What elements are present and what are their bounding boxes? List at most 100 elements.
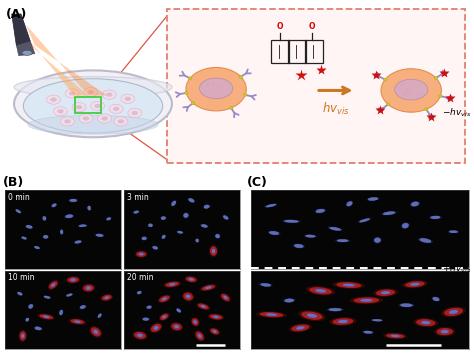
Text: O: O xyxy=(309,22,315,31)
Ellipse shape xyxy=(347,202,352,206)
Ellipse shape xyxy=(49,281,57,289)
Ellipse shape xyxy=(444,308,463,316)
Ellipse shape xyxy=(185,294,191,299)
Ellipse shape xyxy=(137,291,141,294)
Ellipse shape xyxy=(416,319,436,326)
Ellipse shape xyxy=(158,295,171,303)
Ellipse shape xyxy=(142,317,150,321)
Ellipse shape xyxy=(256,311,287,318)
Ellipse shape xyxy=(67,277,79,283)
Ellipse shape xyxy=(60,310,63,315)
Ellipse shape xyxy=(213,316,219,318)
Ellipse shape xyxy=(133,210,140,214)
Text: $+hv_{vis}$: $+hv_{vis}$ xyxy=(442,262,472,275)
Ellipse shape xyxy=(223,295,228,300)
Ellipse shape xyxy=(362,330,374,334)
Ellipse shape xyxy=(449,310,458,314)
Ellipse shape xyxy=(341,283,356,287)
Ellipse shape xyxy=(64,119,71,124)
Ellipse shape xyxy=(70,199,77,202)
Ellipse shape xyxy=(421,321,430,324)
Ellipse shape xyxy=(364,331,373,334)
Ellipse shape xyxy=(79,225,86,227)
Ellipse shape xyxy=(213,83,215,84)
Ellipse shape xyxy=(161,297,168,301)
Ellipse shape xyxy=(21,236,27,240)
Ellipse shape xyxy=(410,201,420,207)
Ellipse shape xyxy=(162,315,167,319)
Ellipse shape xyxy=(410,283,419,286)
Ellipse shape xyxy=(328,227,343,231)
Ellipse shape xyxy=(200,224,209,228)
Ellipse shape xyxy=(209,245,218,257)
Ellipse shape xyxy=(161,234,166,239)
Ellipse shape xyxy=(439,95,442,97)
Ellipse shape xyxy=(434,327,456,336)
Ellipse shape xyxy=(28,115,158,134)
Ellipse shape xyxy=(329,317,356,326)
Ellipse shape xyxy=(65,89,79,98)
Ellipse shape xyxy=(264,313,279,316)
Ellipse shape xyxy=(107,217,111,220)
Ellipse shape xyxy=(71,319,84,324)
Ellipse shape xyxy=(172,323,182,330)
Ellipse shape xyxy=(216,234,219,238)
Polygon shape xyxy=(26,24,107,95)
Ellipse shape xyxy=(89,326,102,338)
Ellipse shape xyxy=(210,328,219,334)
Ellipse shape xyxy=(42,315,50,318)
Ellipse shape xyxy=(151,324,161,332)
Ellipse shape xyxy=(381,211,397,215)
Ellipse shape xyxy=(171,200,177,207)
Ellipse shape xyxy=(26,225,32,228)
Ellipse shape xyxy=(100,294,113,301)
Ellipse shape xyxy=(404,94,406,95)
Ellipse shape xyxy=(259,283,273,287)
Ellipse shape xyxy=(391,335,400,337)
Ellipse shape xyxy=(221,294,230,301)
Ellipse shape xyxy=(47,280,59,290)
Text: O: O xyxy=(276,22,283,31)
Ellipse shape xyxy=(209,93,211,94)
Ellipse shape xyxy=(200,305,207,308)
Ellipse shape xyxy=(301,311,322,320)
Ellipse shape xyxy=(173,324,180,329)
Ellipse shape xyxy=(83,285,94,291)
Ellipse shape xyxy=(337,239,348,242)
Ellipse shape xyxy=(434,77,438,79)
Ellipse shape xyxy=(153,246,157,249)
Ellipse shape xyxy=(176,308,182,313)
Ellipse shape xyxy=(447,230,459,233)
Ellipse shape xyxy=(294,244,303,248)
Ellipse shape xyxy=(91,101,105,110)
Ellipse shape xyxy=(121,94,135,103)
Ellipse shape xyxy=(366,197,380,201)
Ellipse shape xyxy=(200,284,217,291)
Ellipse shape xyxy=(284,299,294,302)
Ellipse shape xyxy=(343,284,355,287)
Ellipse shape xyxy=(141,236,147,240)
Ellipse shape xyxy=(149,323,163,333)
Ellipse shape xyxy=(239,75,243,78)
Ellipse shape xyxy=(43,316,49,318)
Ellipse shape xyxy=(196,239,199,242)
Ellipse shape xyxy=(16,210,21,213)
Ellipse shape xyxy=(368,198,378,201)
Ellipse shape xyxy=(76,105,82,109)
Ellipse shape xyxy=(94,104,101,108)
Ellipse shape xyxy=(357,218,372,223)
Text: $-hv_{vis}$: $-hv_{vis}$ xyxy=(442,107,472,119)
Ellipse shape xyxy=(28,304,34,309)
Ellipse shape xyxy=(135,251,148,258)
Ellipse shape xyxy=(177,231,182,233)
Ellipse shape xyxy=(196,331,204,340)
Ellipse shape xyxy=(222,215,229,220)
Ellipse shape xyxy=(172,201,176,206)
Ellipse shape xyxy=(371,319,384,322)
Ellipse shape xyxy=(79,114,93,123)
Ellipse shape xyxy=(346,201,353,207)
Ellipse shape xyxy=(95,233,105,237)
Ellipse shape xyxy=(223,296,228,299)
Ellipse shape xyxy=(83,116,89,120)
Ellipse shape xyxy=(85,286,92,290)
